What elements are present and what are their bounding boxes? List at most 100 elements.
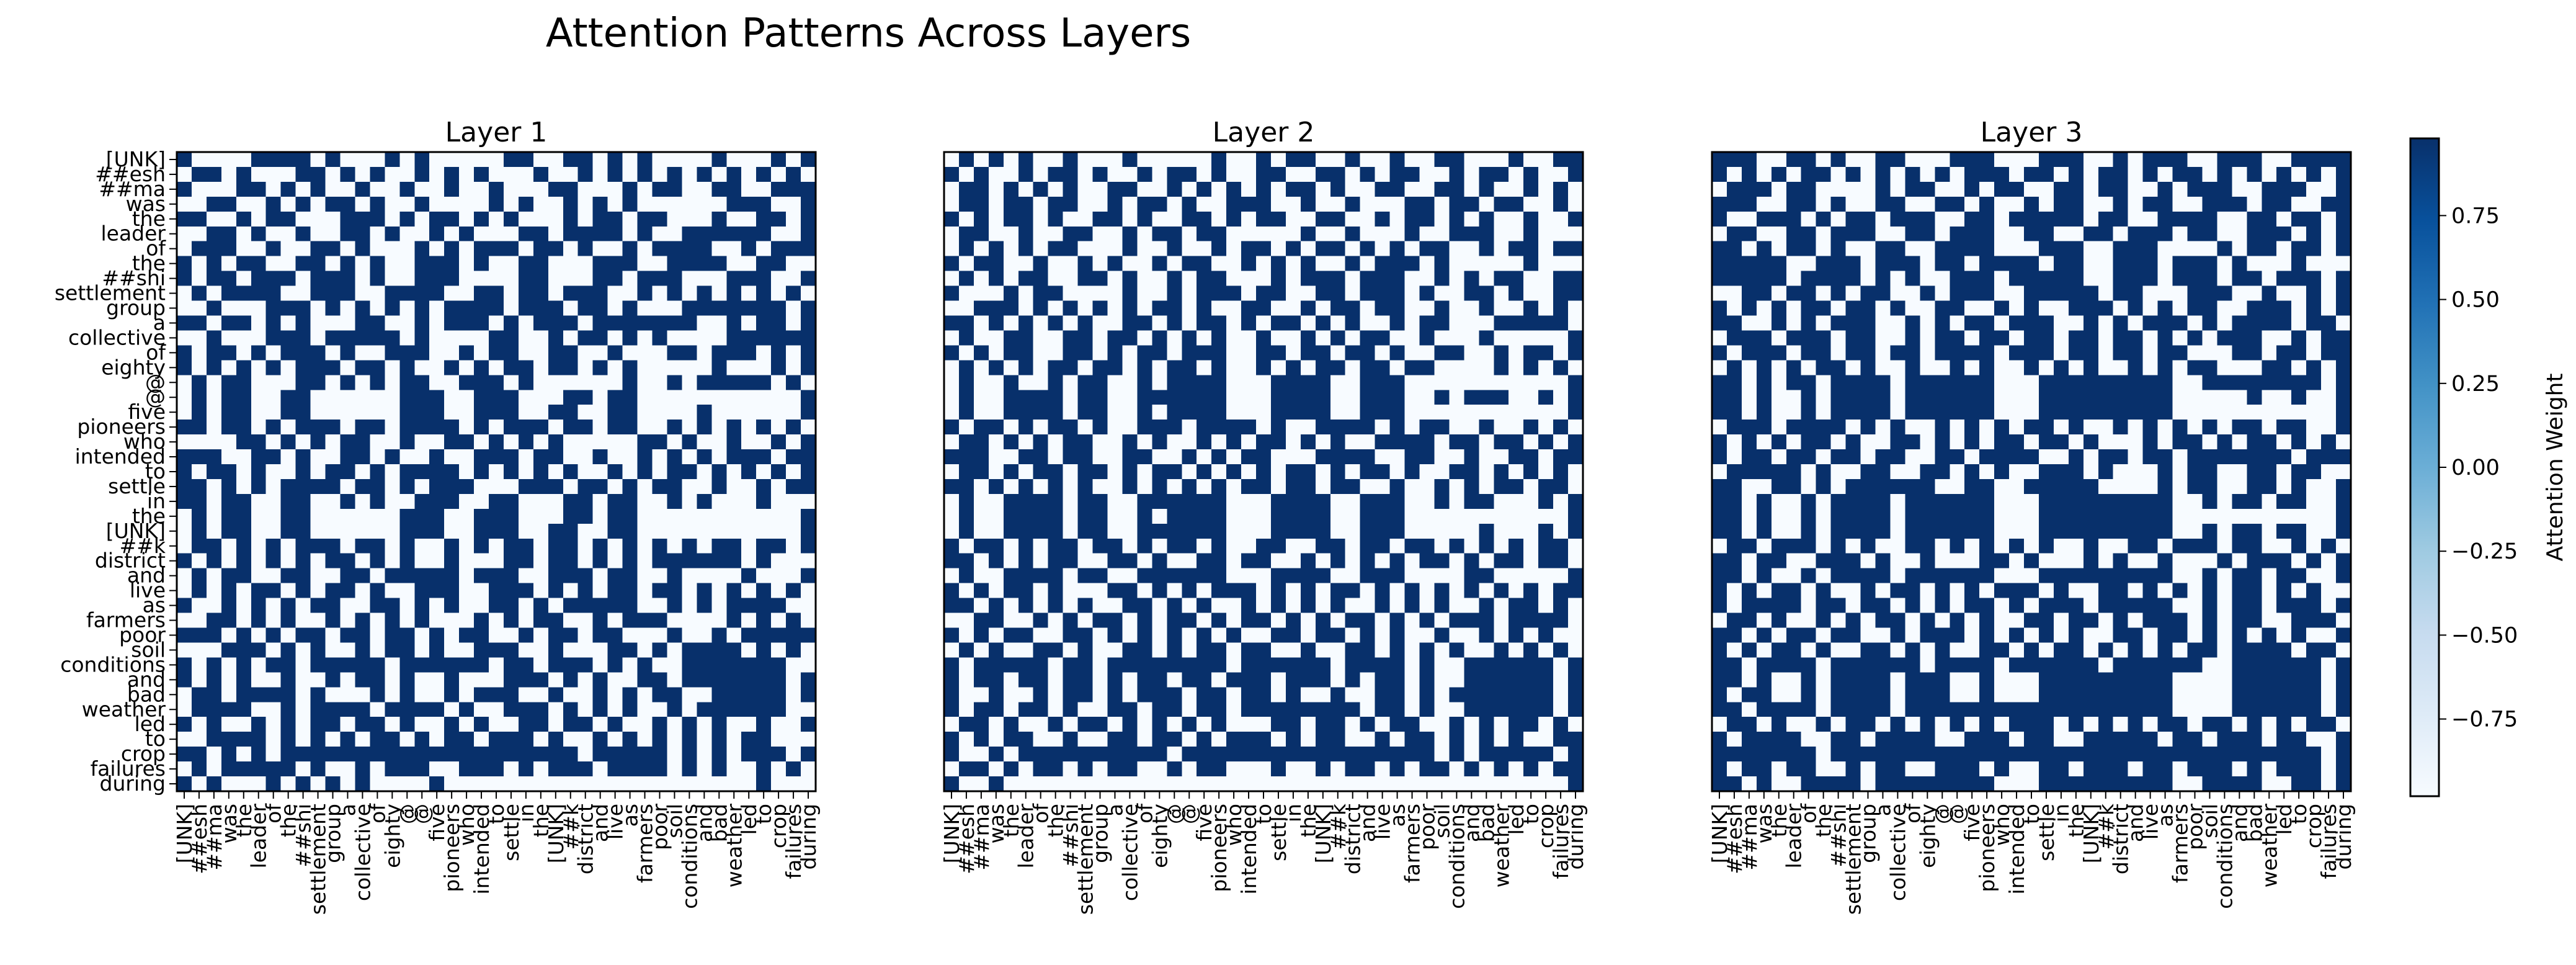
heatmap-cell — [1771, 345, 1787, 361]
heatmap-cell — [1256, 434, 1272, 450]
heatmap-cell — [325, 493, 341, 509]
heatmap-cell — [1375, 420, 1391, 435]
heatmap-cell — [1523, 449, 1539, 465]
heatmap-cell — [1197, 375, 1212, 390]
heatmap-cell — [1389, 523, 1406, 539]
heatmap-cell — [682, 300, 697, 316]
heatmap-cell — [1905, 360, 1920, 375]
heatmap-cell — [1538, 598, 1554, 614]
heatmap-cell — [1494, 360, 1509, 375]
heatmap-cell — [489, 345, 504, 361]
heatmap-cell — [2291, 300, 2307, 316]
heatmap-cell — [1033, 478, 1049, 495]
heatmap-cell — [1122, 493, 1138, 509]
heatmap-cell — [2217, 390, 2232, 405]
heatmap-cell — [1538, 226, 1554, 242]
heatmap-cell — [1375, 256, 1391, 272]
heatmap-cell — [1033, 196, 1049, 212]
heatmap-cell — [2306, 360, 2322, 375]
heatmap-cell — [1241, 776, 1257, 792]
heatmap-cell — [503, 747, 519, 762]
heatmap-cell — [577, 375, 594, 390]
heatmap-cell — [2262, 434, 2277, 450]
heatmap-cell — [503, 285, 519, 302]
heatmap-cell — [1509, 300, 1524, 316]
heatmap-cell — [295, 568, 311, 584]
heatmap-cell — [1107, 687, 1123, 702]
x-tick-label: who — [1222, 804, 1246, 846]
heatmap-cell — [771, 776, 787, 792]
heatmap-cell — [2306, 478, 2322, 495]
x-tick-label: ##ma — [202, 804, 226, 871]
heatmap-cell — [1048, 598, 1064, 614]
heatmap-cell — [370, 642, 385, 658]
heatmap-cell — [1771, 360, 1787, 375]
heatmap-cell — [1404, 315, 1420, 331]
heatmap-cell — [444, 672, 460, 688]
heatmap-cell — [2247, 300, 2262, 316]
heatmap-cell — [1315, 449, 1331, 465]
heatmap-cell — [1494, 241, 1509, 257]
heatmap-cell — [1256, 300, 1272, 316]
heatmap-cell — [280, 285, 296, 302]
heatmap-cell — [1875, 256, 1891, 272]
heatmap-cell — [988, 761, 1004, 777]
heatmap-cell — [1509, 434, 1524, 450]
heatmap-cell — [622, 478, 638, 495]
heatmap-cell — [429, 315, 445, 331]
heatmap-cell — [563, 390, 579, 405]
heatmap-cell — [1033, 241, 1049, 257]
heatmap-cell — [1345, 405, 1361, 420]
heatmap-cell — [1494, 285, 1509, 302]
heatmap-cell — [295, 449, 311, 465]
heatmap-cell — [1404, 761, 1420, 777]
heatmap-cell — [518, 405, 534, 420]
heatmap-cell — [385, 196, 400, 212]
heatmap-cell — [1979, 330, 1995, 346]
heatmap-cell — [667, 702, 683, 717]
heatmap-cell — [944, 241, 960, 257]
heatmap-cell — [236, 300, 252, 316]
heatmap-cell — [988, 613, 1004, 629]
heatmap-cell — [697, 360, 712, 375]
heatmap-cell — [1092, 226, 1108, 242]
heatmap-cell — [1479, 360, 1494, 375]
heatmap-cell — [206, 315, 222, 331]
heatmap-cell — [2024, 315, 2039, 331]
x-tick-label: [UNK] — [172, 804, 197, 863]
heatmap-cell — [1568, 211, 1584, 227]
heatmap-cell — [1003, 420, 1019, 435]
heatmap-cell — [1375, 166, 1391, 182]
heatmap-cell — [1801, 181, 1817, 197]
heatmap-cell — [206, 211, 222, 227]
heatmap-cell — [414, 315, 430, 331]
heatmap-cell — [1197, 702, 1212, 717]
heatmap-cell — [973, 196, 989, 212]
heatmap-cell — [682, 523, 697, 539]
heatmap-cell — [2202, 256, 2218, 272]
heatmap-cell — [1509, 776, 1524, 792]
heatmap-cell — [355, 405, 370, 420]
heatmap-cell — [489, 598, 504, 614]
heatmap-cell — [973, 478, 989, 495]
heatmap-cell — [1523, 360, 1539, 375]
heatmap-cell — [1509, 375, 1524, 390]
heatmap-cell — [1285, 568, 1301, 584]
heatmap-cell — [577, 196, 594, 212]
heatmap-cell — [1479, 211, 1494, 227]
heatmap-cell — [1538, 449, 1554, 465]
heatmap-cell — [1905, 211, 1920, 227]
heatmap-cell — [1226, 583, 1242, 599]
heatmap-cell — [533, 181, 549, 197]
heatmap-cell — [1345, 241, 1361, 257]
heatmap-cell — [1568, 330, 1584, 346]
heatmap-cell — [1063, 420, 1079, 435]
heatmap-cell — [1434, 241, 1450, 257]
heatmap-cell — [2321, 241, 2337, 257]
heatmap-cell — [726, 613, 742, 629]
heatmap-cell — [1553, 434, 1569, 450]
heatmap-cell — [370, 375, 385, 390]
heatmap-cell — [385, 375, 400, 390]
heatmap-cell — [2024, 300, 2039, 316]
heatmap-cell — [2306, 300, 2322, 316]
